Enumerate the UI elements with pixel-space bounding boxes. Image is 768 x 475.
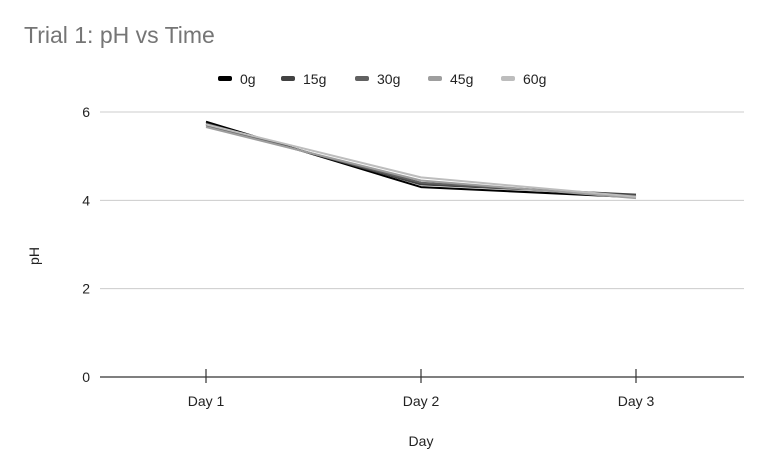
x-axis-title: Day — [409, 433, 434, 449]
x-tick-label: Day 3 — [618, 393, 655, 409]
series-line-45g — [205, 126, 637, 200]
x-tick-label: Day 2 — [403, 393, 440, 409]
legend-swatch — [428, 76, 442, 81]
legend-item-45g[interactable]: 45g — [428, 71, 473, 87]
y-tick-label: 0 — [82, 369, 90, 385]
chart-title: Trial 1: pH vs Time — [24, 22, 215, 48]
y-tick-label: 2 — [82, 281, 90, 297]
series-line-60g — [205, 123, 637, 198]
y-tick-label: 4 — [82, 192, 90, 208]
y-axis-title: pH — [26, 247, 42, 265]
series-line-0g — [205, 120, 637, 199]
legend: 0g 15g 30g 45g 60g — [218, 71, 546, 87]
legend-label: 30g — [377, 71, 400, 87]
legend-swatch — [355, 76, 369, 81]
legend-item-15g[interactable]: 15g — [281, 71, 326, 87]
legend-item-60g[interactable]: 60g — [501, 71, 546, 87]
legend-label: 45g — [450, 71, 473, 87]
legend-item-30g[interactable]: 30g — [355, 71, 400, 87]
grid-lines — [100, 111, 744, 290]
y-tick-labels: 0 2 4 6 — [82, 104, 90, 385]
x-tick-label: Day 1 — [188, 393, 225, 409]
legend-swatch — [281, 76, 295, 81]
legend-swatch — [501, 76, 515, 81]
legend-label: 60g — [523, 71, 546, 87]
legend-label: 0g — [240, 71, 256, 87]
y-tick-label: 6 — [82, 104, 90, 120]
legend-item-0g[interactable]: 0g — [218, 71, 256, 87]
x-axis: Day 1 Day 2 Day 3 — [100, 369, 744, 409]
legend-label: 15g — [303, 71, 326, 87]
series-lines — [205, 120, 637, 200]
series-line-15g — [205, 122, 637, 196]
legend-swatch — [218, 76, 232, 81]
